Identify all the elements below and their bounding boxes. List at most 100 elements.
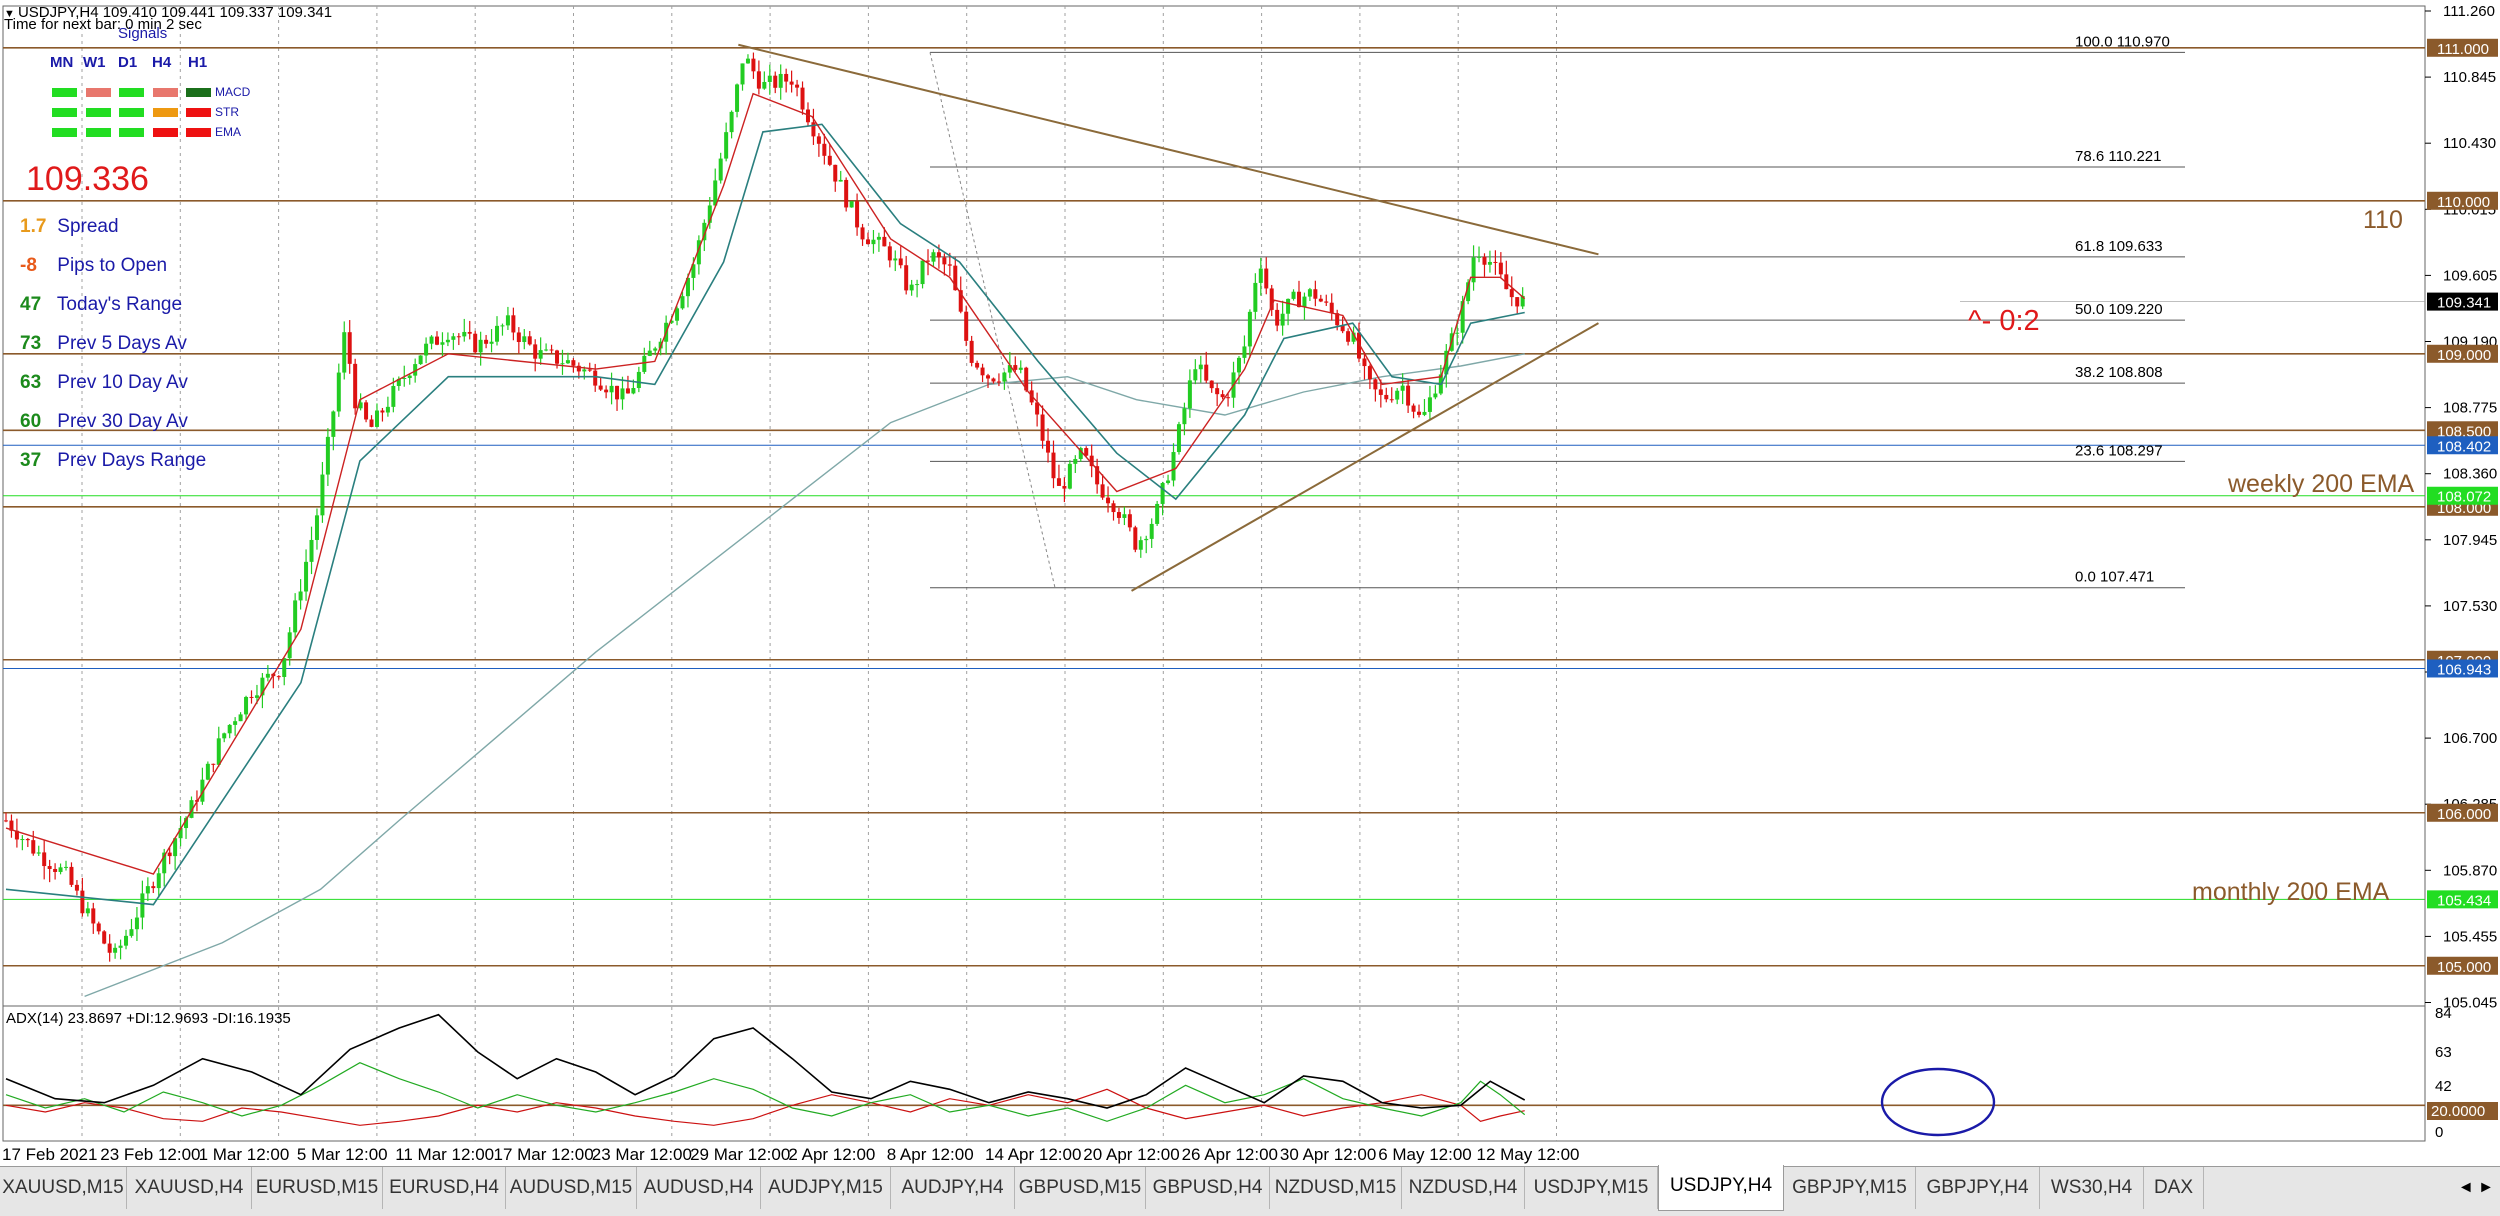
tab-dax[interactable]: DAX — [2144, 1167, 2204, 1209]
candle-body — [615, 385, 620, 400]
candle-body — [331, 411, 336, 437]
tab-audusd-h4[interactable]: AUDUSD,H4 — [637, 1167, 761, 1209]
signal-box — [186, 108, 211, 117]
candle-body — [1155, 503, 1160, 524]
candle-body — [282, 658, 287, 677]
candle-body — [413, 364, 418, 376]
candle-body — [631, 388, 636, 394]
candle-body — [129, 929, 134, 936]
candle-body — [855, 201, 860, 228]
x-tick-label: 26 Apr 12:00 — [1182, 1145, 1278, 1164]
tab-audjpy-h4[interactable]: AUDJPY,H4 — [891, 1167, 1015, 1209]
candle-body — [462, 331, 467, 337]
tab-audusd-m15[interactable]: AUDUSD,M15 — [506, 1167, 637, 1209]
candle-body — [298, 591, 303, 601]
candle-body — [380, 410, 385, 413]
candle-body — [1024, 367, 1029, 391]
candle-body — [713, 180, 718, 206]
candle-body — [402, 378, 407, 380]
candle-body — [287, 632, 292, 659]
candle-body — [347, 332, 352, 364]
tab-ws30-h4[interactable]: WS30,H4 — [2040, 1167, 2144, 1209]
candle-body — [1236, 357, 1241, 373]
candle-body — [1242, 346, 1247, 358]
adx-level-tag-label: 20.0000 — [2431, 1103, 2485, 1120]
tab-eurusd-h4[interactable]: EURUSD,H4 — [383, 1167, 506, 1209]
candle-body — [113, 947, 118, 953]
tab-gbpjpy-m15[interactable]: GBPJPY,M15 — [1784, 1167, 1916, 1209]
candle-body — [1318, 298, 1323, 302]
y-tick-label: 110.430 — [2443, 135, 2496, 152]
candle-body — [1149, 523, 1154, 539]
tab-nzdusd-h4[interactable]: NZDUSD,H4 — [1402, 1167, 1525, 1209]
signals-title: Signals — [118, 25, 168, 42]
candle-body — [1373, 379, 1378, 390]
candle-body — [1362, 358, 1367, 367]
candle-body — [1286, 298, 1291, 314]
level-tag-label: 108.500 — [2437, 423, 2491, 440]
ema-mid-line — [5, 123, 1525, 906]
tab-gbpusd-m15[interactable]: GBPUSD,M15 — [1015, 1167, 1146, 1209]
tab-nzdusd-m15[interactable]: NZDUSD,M15 — [1270, 1167, 1402, 1209]
candle-body — [500, 325, 505, 327]
triangle-down-icon[interactable]: ▼ — [4, 8, 18, 20]
info-panel: ▼ USDJPY,H4 109.410 109.441 109.337 109.… — [0, 0, 420, 480]
stat-row: 73 Prev 5 Days Av — [20, 333, 187, 355]
candle-body — [756, 71, 761, 89]
candle-body — [1487, 261, 1492, 265]
candle-body — [942, 257, 947, 265]
candle-body — [1013, 365, 1018, 370]
tab-gbpjpy-h4[interactable]: GBPJPY,H4 — [1916, 1167, 2040, 1209]
candle-body — [484, 339, 489, 344]
candle-body — [91, 908, 96, 924]
y-tick-label: 105.455 — [2443, 928, 2497, 945]
candle-body — [1051, 452, 1056, 479]
candle-body — [816, 136, 821, 144]
stat-label: Prev Days Range — [52, 450, 207, 471]
candle-body — [489, 341, 494, 344]
candle-body — [342, 332, 347, 373]
tab-usdjpy-m15[interactable]: USDJPY,M15 — [1525, 1167, 1658, 1209]
fib-label: 23.6 108.297 — [2075, 442, 2163, 459]
candle-body — [822, 143, 827, 156]
candle-body — [1329, 302, 1334, 314]
candle-body — [604, 389, 609, 393]
x-tick-label: 5 Mar 12:00 — [297, 1145, 388, 1164]
fib-label: 78.6 110.221 — [2075, 148, 2161, 165]
candle-body — [107, 943, 112, 953]
adx-highlight-circle — [1880, 1067, 1996, 1137]
candle-body — [118, 945, 123, 948]
chart-tab-bar: DAX WS30,H4 GBPJPY,H4 GBPJPY,M15 USDJPY,H4 US… — [0, 1165, 2500, 1216]
candle-body — [260, 677, 265, 696]
level-tag-label: 109.000 — [2437, 347, 2491, 364]
candle-body — [58, 867, 63, 872]
candle-body — [167, 852, 172, 857]
tab-eurusd-m15[interactable]: EURUSD,M15 — [252, 1167, 383, 1209]
candle-body — [1073, 458, 1078, 464]
signal-tf-d1: D1 — [118, 54, 138, 71]
candle-body — [391, 385, 396, 407]
candle-body — [1427, 397, 1432, 412]
candle-body — [544, 349, 549, 351]
candle-body — [625, 388, 630, 394]
candle-body — [495, 325, 500, 342]
ema-level-tag-label: 108.072 — [2437, 489, 2491, 506]
candle-body — [593, 370, 598, 386]
tab-usdjpy-h4[interactable]: USDJPY,H4 — [1658, 1165, 1784, 1211]
level-tag-label: 106.000 — [2437, 806, 2491, 823]
x-tick-label: 17 Mar 12:00 — [494, 1145, 594, 1164]
price-chart[interactable]: 17 Feb 2021 23 Feb 12:001 Mar 12:00 5 Mar … — [0, 0, 2500, 1166]
tab-audjpy-m15[interactable]: AUDJPY,M15 — [761, 1167, 891, 1209]
tab-scroll-arrows-icon[interactable]: ◄ ► — [2457, 1179, 2494, 1196]
candle-body — [636, 371, 641, 389]
candle-body — [582, 369, 587, 372]
symbol-header: ▼ USDJPY,H4 109.410 109.441 109.337 109.… — [4, 4, 333, 21]
tab-gbpusd-h4[interactable]: GBPUSD,H4 — [1146, 1167, 1270, 1209]
tab-xauusd-h4[interactable]: XAUUSD,H4 — [127, 1167, 252, 1209]
candle-body — [1040, 414, 1045, 441]
candle-body — [1422, 411, 1427, 415]
candle-body — [254, 695, 259, 698]
y-tick-label: 108.360 — [2443, 466, 2497, 483]
tab-xauusd-m15[interactable]: XAUUSD,M15 — [0, 1167, 127, 1209]
signal-tf-w1: W1 — [83, 54, 106, 71]
